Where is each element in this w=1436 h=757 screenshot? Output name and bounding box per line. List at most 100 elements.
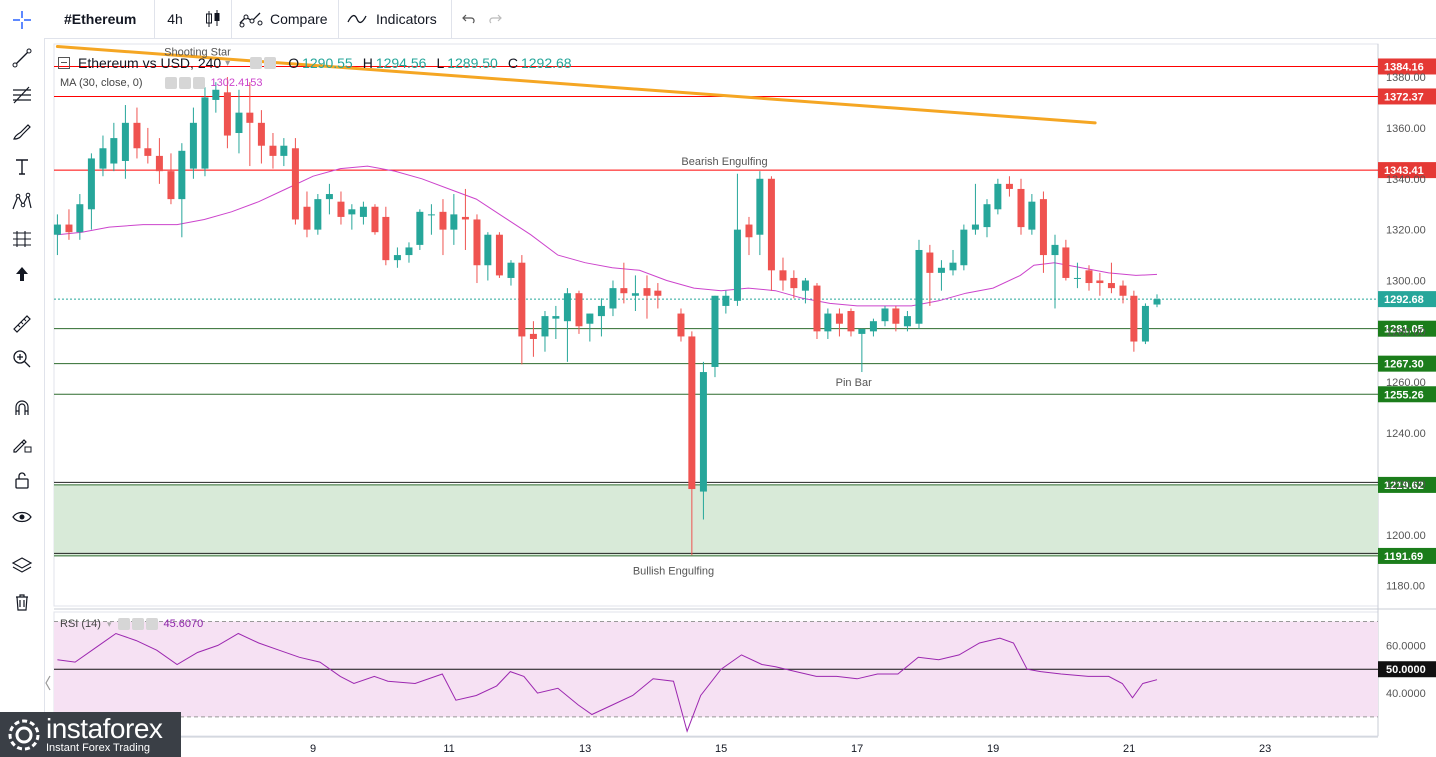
candle-body (484, 234, 492, 266)
toolbar-divider (154, 0, 155, 38)
candle-body (76, 204, 84, 233)
candle-body (915, 249, 923, 324)
candle-body (1119, 285, 1127, 296)
object-tree-tool[interactable] (8, 552, 36, 580)
collapse-arrow-icon (45, 675, 51, 691)
candle-body (756, 178, 764, 235)
candle-body (711, 295, 719, 367)
crosshair-tool[interactable] (8, 6, 36, 34)
low-label: L (436, 55, 445, 71)
candle-body (405, 247, 413, 256)
candle-body (1085, 270, 1093, 284)
ma-line (57, 165, 1158, 307)
zoom-tool[interactable] (8, 345, 36, 373)
price-tick-label: 1300.00 (1386, 275, 1426, 287)
time-tick-label: 21 (1123, 743, 1135, 755)
candle-body (121, 122, 129, 161)
trendline-icon (12, 48, 32, 68)
forecast-icon (13, 231, 31, 247)
interval-button[interactable]: 4h (155, 0, 195, 38)
candle-body (960, 229, 968, 266)
redo-button[interactable] (484, 0, 506, 38)
arrow-tool[interactable] (8, 260, 36, 288)
candle-body (1153, 299, 1161, 305)
demand-zone (54, 484, 1378, 556)
drawing-toolbar (0, 11, 45, 757)
brush-tool[interactable] (8, 118, 36, 146)
candle-body (983, 204, 991, 228)
candle-body (1051, 244, 1059, 256)
gear-icon[interactable] (131, 618, 144, 630)
trendline-tool[interactable] (8, 44, 36, 72)
gear-icon[interactable] (264, 57, 277, 69)
draw-lock-tool[interactable] (8, 430, 36, 458)
chevron-down-icon[interactable]: ▾ (106, 618, 112, 629)
visibility-tool[interactable] (8, 503, 36, 531)
close-icon[interactable] (145, 618, 158, 630)
candle-body (1062, 247, 1070, 278)
candle-body (631, 293, 639, 296)
compare-button[interactable]: Compare (238, 0, 334, 38)
candle-body (178, 150, 186, 200)
prediction-tool[interactable] (8, 225, 36, 253)
eye-icon[interactable] (250, 57, 263, 69)
level-price-label: 1292.68 (1384, 294, 1424, 306)
candle-body (427, 214, 435, 216)
candle-body (892, 308, 900, 324)
indicators-icon (347, 14, 367, 24)
rsi-label: RSI (14) (60, 618, 101, 630)
eye-icon[interactable] (117, 618, 130, 630)
text-tool[interactable] (8, 153, 36, 181)
layers-icon (11, 557, 33, 573)
price-tick-label: 1240.00 (1386, 428, 1426, 440)
candle-body (246, 112, 254, 123)
legend-collapse-icon[interactable] (58, 57, 70, 69)
candle-body (699, 372, 707, 492)
price-tick-label: 1380.00 (1386, 72, 1426, 84)
undo-button[interactable] (458, 0, 480, 38)
ruler-icon (13, 315, 31, 333)
chart-style-button[interactable] (197, 0, 229, 38)
candle-body (1073, 277, 1081, 279)
pattern-annotation: Shooting Star (164, 47, 231, 59)
remove-drawings-tool[interactable] (8, 588, 36, 616)
candle-body (767, 178, 775, 271)
rsi-midline-label: 50.0000 (1386, 664, 1426, 676)
gear-icon[interactable] (178, 77, 191, 89)
pattern-tool[interactable] (8, 188, 36, 216)
candle-body (416, 211, 424, 245)
candle-body (359, 206, 367, 217)
pencil-lock-icon (13, 439, 32, 453)
candle-body (110, 138, 118, 164)
candle-body (881, 308, 889, 322)
logo-tagline: Instant Forex Trading (46, 742, 150, 754)
candle-body (552, 316, 560, 319)
candle-body (314, 199, 322, 230)
magnet-icon (15, 400, 29, 415)
series-actions (250, 57, 277, 69)
candle-body (461, 216, 469, 220)
pattern-annotation: Bearish Engulfing (681, 156, 767, 168)
logo-mark-icon (8, 719, 40, 751)
time-tick-label: 17 (851, 743, 863, 755)
chevron-down-icon[interactable]: ▾ (225, 57, 231, 69)
lock-tool[interactable] (8, 466, 36, 494)
interval-label: 4h (167, 11, 183, 27)
open-value: 1290.55 (302, 55, 353, 71)
ruler-tool[interactable] (8, 310, 36, 338)
indicators-button[interactable]: Indicators (346, 0, 446, 38)
candle-body (869, 321, 877, 332)
candle-body (733, 229, 741, 301)
close-icon[interactable] (192, 77, 205, 89)
level-price-tag (1378, 320, 1436, 337)
symbol-search-button[interactable]: #Ethereum (52, 0, 142, 38)
time-tick-label: 9 (310, 743, 316, 755)
arrow-up-icon (16, 267, 28, 281)
magnet-tool[interactable] (8, 394, 36, 422)
candle-body (235, 112, 243, 134)
candle-body (223, 92, 231, 136)
eye-icon[interactable] (164, 77, 177, 89)
fib-tool[interactable] (8, 81, 36, 109)
candle-body (654, 290, 662, 296)
